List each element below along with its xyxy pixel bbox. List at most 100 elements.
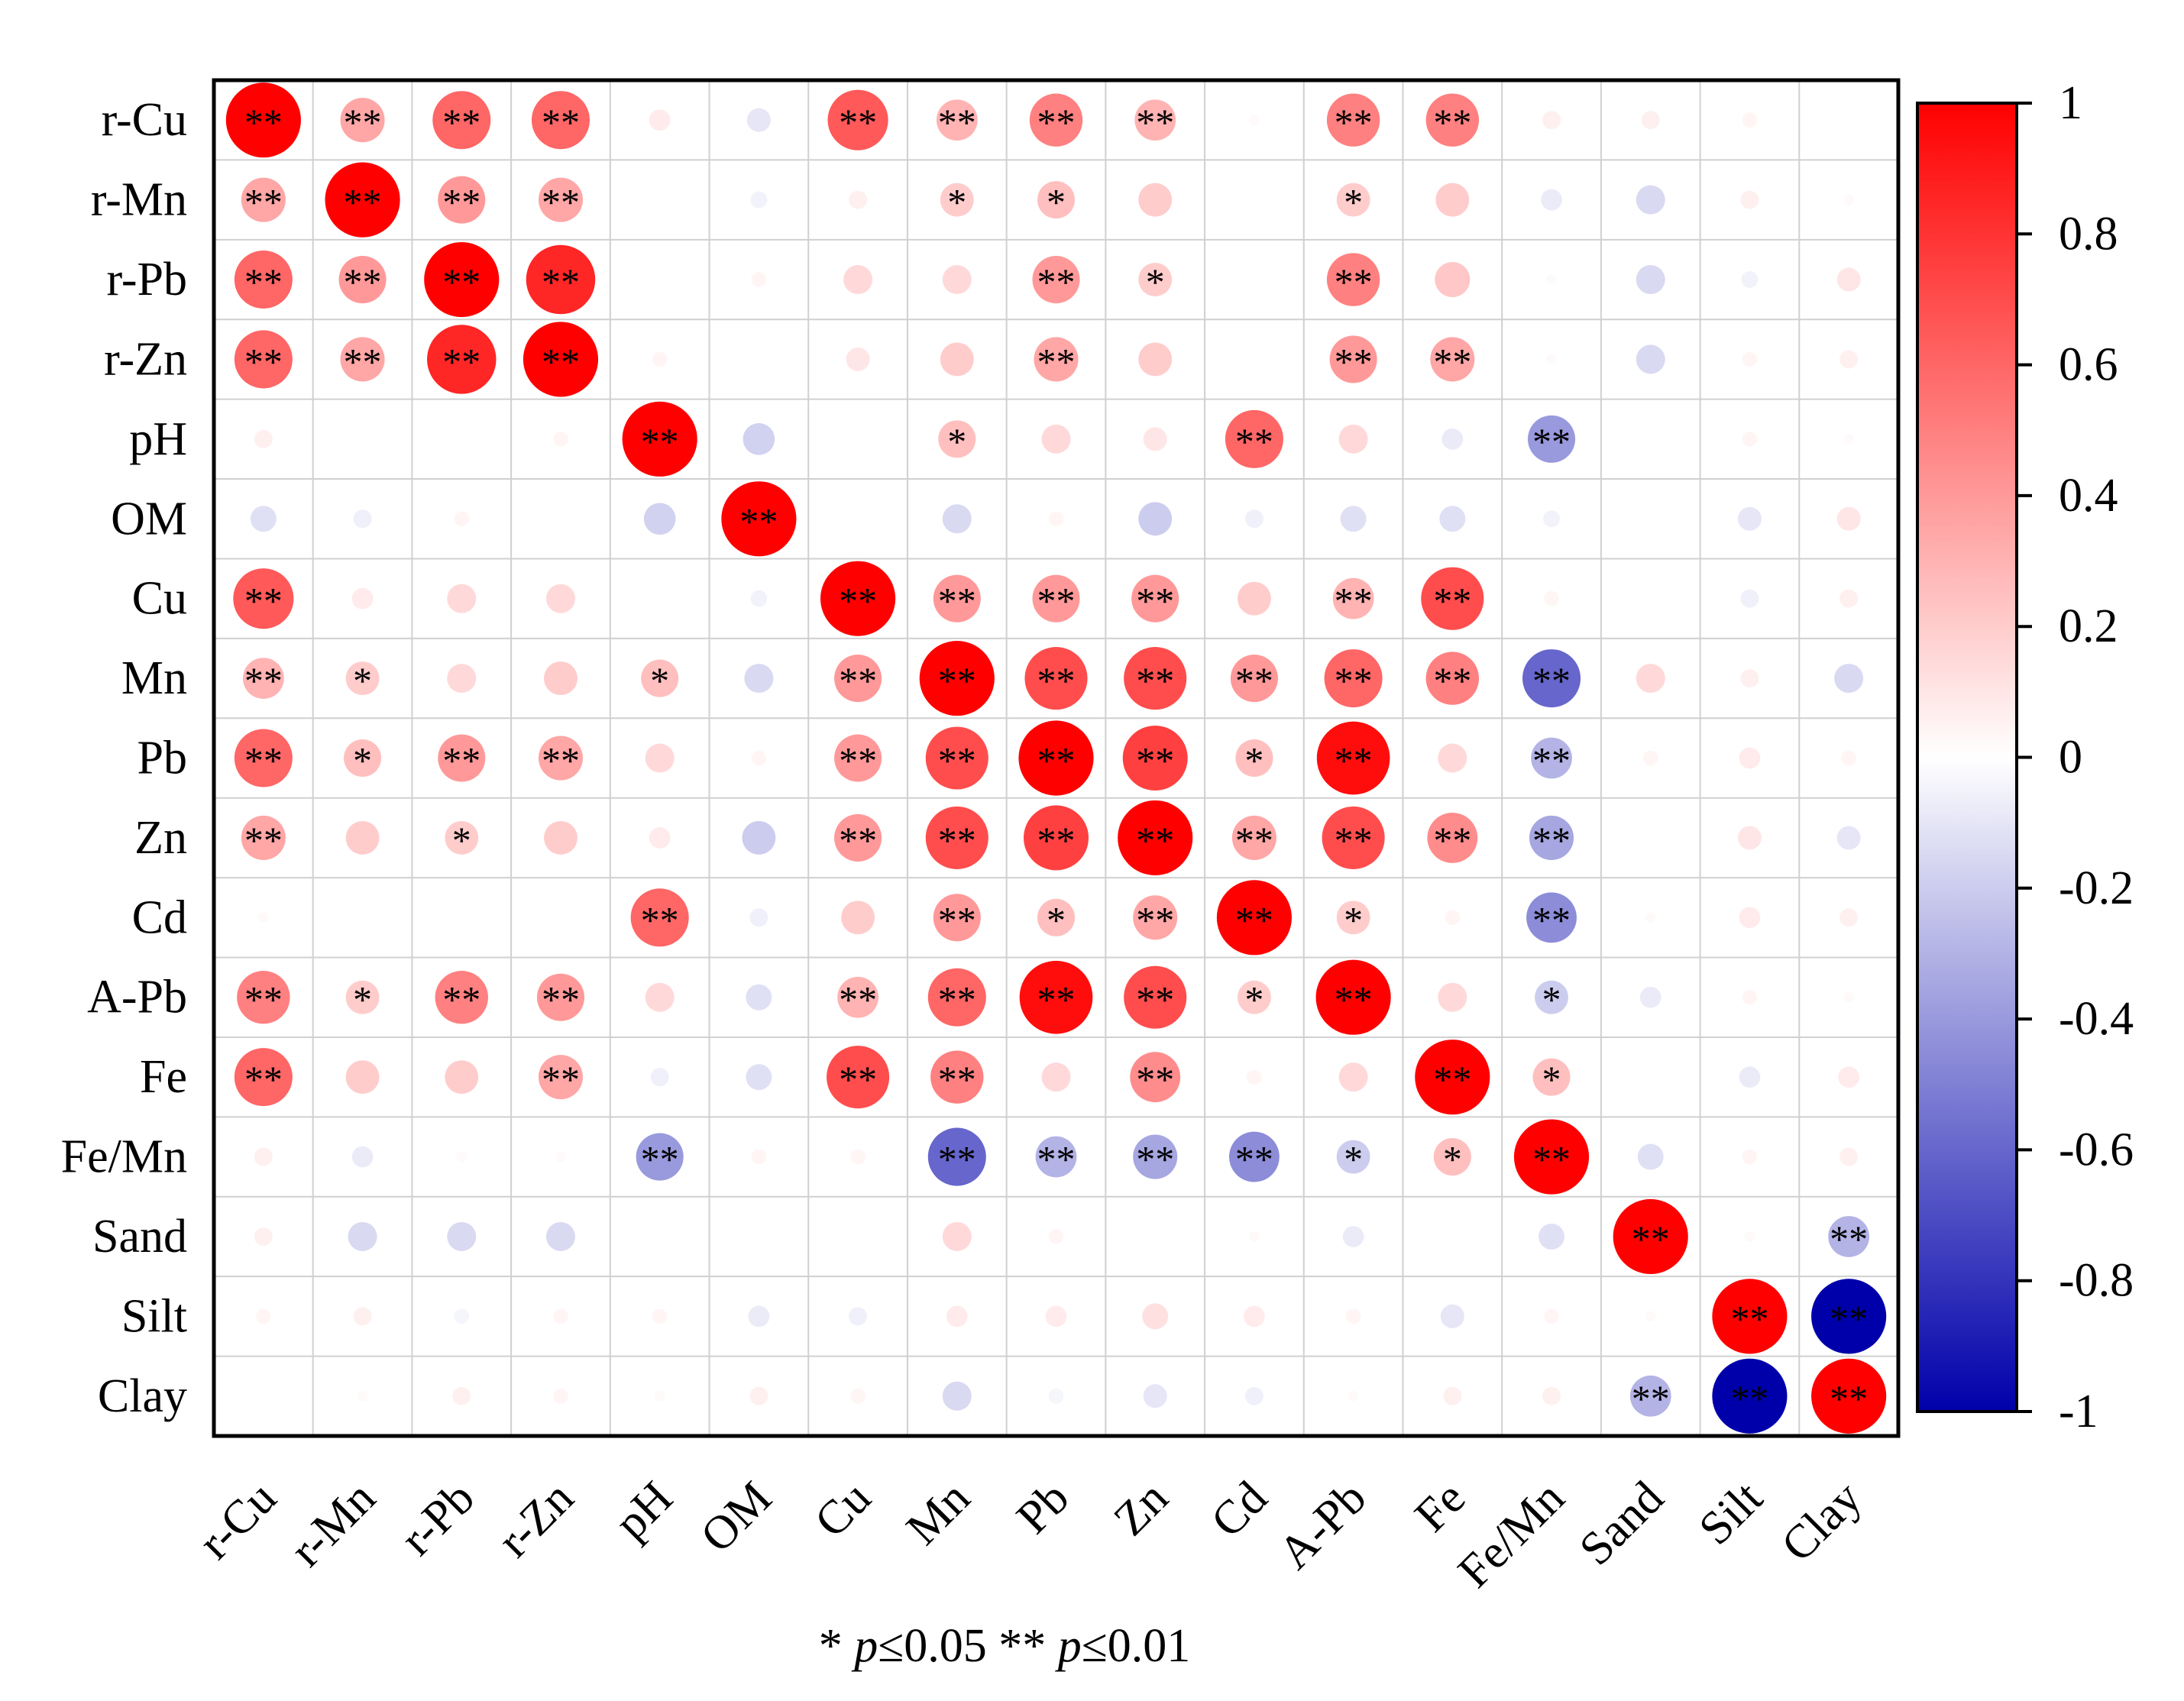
corr-circle-fe-mn-clay	[1839, 1147, 1859, 1166]
sig-mark-r-cu-zn: **	[1136, 101, 1174, 144]
sig-mark-r-cu-r-zn: **	[542, 101, 580, 144]
corr-circle-ph-pb	[1041, 424, 1071, 454]
corr-circle-cu-r-cu	[233, 568, 294, 629]
sig-mark-mn-cu: **	[839, 659, 877, 702]
corr-circle-r-cu-r-pb	[432, 91, 491, 150]
corr-circle-r-zn-r-mn	[340, 337, 385, 382]
row-label-mn: Mn	[121, 652, 187, 704]
corr-circle-sand-cd	[1248, 1231, 1260, 1242]
corr-circle-fe-cu	[827, 1046, 890, 1109]
corr-circle-pb-r-cu	[234, 729, 293, 787]
corr-circle-clay-r-zn	[553, 1388, 568, 1404]
sig-mark-fe-zn: **	[1136, 1058, 1174, 1101]
corr-circle-fe-mn-r-pb	[456, 1151, 468, 1163]
corr-circle-mn-cd	[1230, 655, 1278, 703]
corr-circle-fe-fe	[1415, 1040, 1490, 1115]
corr-circle-r-cu-mn	[936, 99, 978, 141]
col-label-r-zn: r-Zn	[488, 1472, 584, 1567]
corr-circle-pb-sand	[1642, 750, 1658, 766]
corr-circle-r-cu-cd	[1248, 115, 1260, 126]
corr-circle-pb-mn	[925, 726, 988, 790]
sig-mark-r-mn-r-pb: **	[442, 181, 480, 224]
corr-circle-fe-mn-r-mn	[351, 1146, 374, 1168]
corr-circle-r-cu-cu	[827, 89, 888, 150]
row-label-cu: Cu	[132, 573, 187, 625]
corr-circle-ph-silt	[1742, 432, 1758, 447]
corr-circle-ph-clay	[1843, 433, 1855, 445]
sig-mark-zn-mn: **	[938, 819, 976, 862]
corr-circle-fe-mn-pb	[1035, 1136, 1077, 1178]
corr-circle-r-pb-clay	[1836, 267, 1861, 292]
corr-circle-clay-silt	[1712, 1358, 1788, 1434]
corr-circle-r-mn-fe-mn	[1541, 189, 1562, 211]
colorbar: 1 0.8 0.6 0.4 0.2 0 -0.2 -0.4 -0.6 -0.8 -1	[1916, 77, 2134, 1437]
corr-circle-r-mn-fe	[1435, 183, 1470, 217]
sig-mark-cd-fe-mn: **	[1532, 898, 1571, 941]
sig-mark-fe-mn-mn: **	[938, 1138, 976, 1181]
corr-circle-r-zn-pb	[1034, 337, 1079, 382]
sig-mark-zn-cu: **	[839, 819, 877, 862]
corr-circle-cu-fe	[1421, 567, 1484, 630]
row-label-r-cu: r-Cu	[102, 94, 187, 146]
corr-circle-clay-cd	[1244, 1386, 1263, 1405]
corr-circle-fe-mn-silt	[1742, 1149, 1758, 1165]
corr-circle-r-pb-fe	[1435, 262, 1471, 298]
corr-circle-r-zn-clay	[1839, 350, 1859, 369]
corr-circle-silt-silt	[1712, 1279, 1788, 1354]
sig-mark-r-pb-a-pb: **	[1335, 260, 1373, 303]
corr-circle-r-pb-mn	[942, 265, 972, 295]
corr-circle-zn-cd	[1231, 815, 1276, 860]
sig-mark-r-zn-r-zn: **	[542, 340, 580, 383]
sig-mark-a-pb-r-mn: *	[353, 978, 372, 1021]
heatmap-circles	[225, 82, 1887, 1434]
row-label-r-zn: r-Zn	[104, 333, 187, 385]
sig-mark-r-pb-r-mn: **	[344, 260, 382, 303]
sig-mark-clay-clay: **	[1830, 1377, 1868, 1420]
sig-mark-a-pb-a-pb: **	[1335, 978, 1373, 1021]
sig-mark-a-pb-cd: *	[1244, 978, 1263, 1021]
corr-circle-sand-r-cu	[254, 1227, 273, 1246]
corr-circle-r-pb-zn	[1138, 263, 1173, 296]
corr-circle-r-mn-sand	[1636, 185, 1665, 215]
corr-circle-fe-r-cu	[234, 1048, 293, 1107]
sig-mark-a-pb-zn: **	[1136, 978, 1174, 1021]
corr-circle-r-pb-r-cu	[234, 251, 293, 309]
corr-circle-r-zn-ph	[652, 351, 668, 367]
sig-mark-r-mn-r-zn: **	[542, 181, 580, 224]
corr-circle-fe-mn	[930, 1050, 984, 1104]
corr-circle-pb-zn	[1122, 726, 1188, 791]
corr-circle-pb-pb	[1018, 720, 1094, 796]
colorbar-tick-label: -0.4	[2059, 993, 2134, 1045]
corr-circle-r-cu-zn	[1134, 99, 1176, 141]
sig-mark-r-zn-fe: **	[1433, 340, 1471, 383]
corr-circle-sand-pb	[1048, 1229, 1064, 1244]
col-label-r-pb: r-Pb	[390, 1472, 484, 1566]
corr-circle-silt-cd	[1244, 1305, 1265, 1327]
corr-circle-fe-mn-mn	[927, 1127, 986, 1186]
corr-circle-sand-sand	[1613, 1198, 1688, 1275]
corr-circle-zn-fe-mn	[1529, 815, 1574, 860]
sig-mark-pb-pb: **	[1037, 739, 1076, 782]
corr-circle-cd-cu	[841, 901, 875, 935]
col-label-cd: Cd	[1202, 1472, 1277, 1547]
corr-circle-pb-clay	[1841, 750, 1856, 766]
corr-circle-fe-mn-a-pb	[1336, 1140, 1370, 1174]
corr-circle-ph-a-pb	[1338, 424, 1368, 454]
sig-mark-r-mn-r-mn: **	[344, 181, 382, 224]
corr-circle-r-cu-om	[746, 108, 771, 132]
col-label-fe: Fe	[1405, 1472, 1475, 1542]
corr-circle-mn-r-cu	[242, 658, 284, 699]
corr-circle-silt-mn	[946, 1305, 968, 1327]
corr-circle-ph-fe-mn	[1527, 415, 1576, 463]
corr-circle-silt-r-pb	[454, 1308, 470, 1324]
sig-mark-mn-a-pb: **	[1335, 659, 1373, 702]
corr-circle-silt-zn	[1142, 1303, 1169, 1330]
sig-mark-fe-fe-mn: *	[1542, 1058, 1561, 1101]
corr-circle-a-pb-r-zn	[536, 973, 585, 1021]
corr-circle-ph-r-cu	[254, 429, 273, 448]
corr-circle-silt-ph	[652, 1308, 668, 1324]
corr-circle-r-pb-pb	[1032, 255, 1080, 304]
sig-mark-a-pb-r-pb: **	[442, 978, 480, 1021]
sig-mark-pb-cu: **	[839, 739, 877, 782]
corr-circle-a-pb-silt	[1742, 989, 1758, 1005]
